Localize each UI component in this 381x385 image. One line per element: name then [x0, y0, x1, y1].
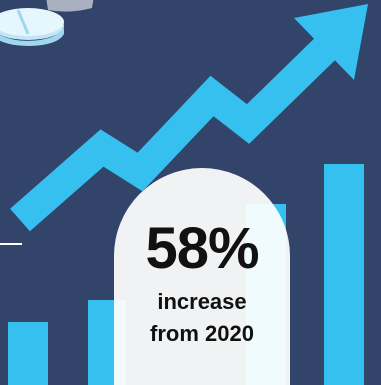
bar-4	[324, 164, 364, 385]
stat-caption: increase from 2020	[114, 286, 290, 350]
stat-caption-line2: from 2020	[150, 321, 254, 346]
pie-chart-coins-icon	[0, 0, 94, 46]
stat-caption-line1: increase	[157, 289, 247, 314]
stat-badge: 58% increase from 2020	[114, 168, 290, 385]
trend-up-arrow-icon	[10, 4, 368, 232]
bar-1	[8, 322, 48, 385]
stat-value: 58%	[145, 216, 259, 281]
